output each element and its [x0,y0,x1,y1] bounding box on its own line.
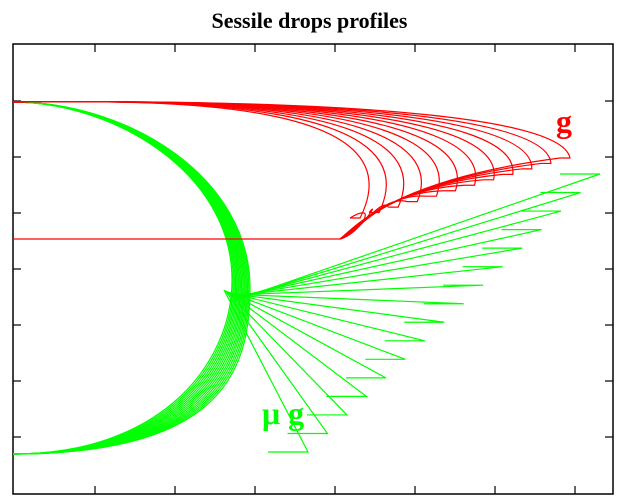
micro-g-profile-line [12,101,601,455]
micro-g-profile-line [12,101,445,455]
g-profile-line [12,101,533,240]
chart-title: Sessile drops profiles [211,8,408,33]
micro-g-profile-line [12,101,425,455]
g-profile-line [12,101,571,240]
axis-ticks [13,44,613,494]
earth-gravity-profiles [12,100,571,240]
series-label-g: g [556,103,572,139]
micro-gravity-profiles [12,101,601,455]
g-profile-line [12,100,405,240]
series-label-micro-g: μ g [262,395,304,431]
micro-g-profile-line [12,101,503,455]
g-profile-line [12,100,387,240]
g-profile-line [12,101,458,240]
